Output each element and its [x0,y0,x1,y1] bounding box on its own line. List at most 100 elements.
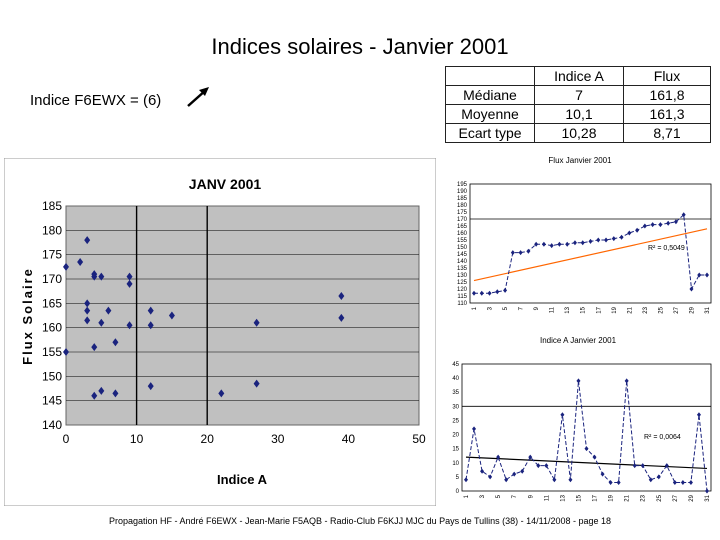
indice-a-point [464,477,468,483]
indice-a-xtick-label: 9 [528,494,534,498]
flux-ytick-label: 150 [457,245,468,251]
flux-trendline [473,228,708,282]
flux-point [681,212,686,218]
flux-xtick-label: 31 [705,306,711,313]
scatter-point [112,338,119,347]
flux-point [557,241,562,247]
indice-a-point [512,471,517,477]
indice-a-point [544,463,549,469]
flux-r2-label: R² = 0,5049 [648,245,685,252]
scatter-title: JANV 2001 [189,176,262,192]
flux-ytick-label: 165 [457,224,468,230]
flux-xtick-label: 1 [472,306,478,310]
indice-a-xtick-label: 15 [576,494,582,501]
indice-a-point [504,477,509,483]
f6ewx-index-label: Indice F6EWX = (6) [30,92,162,109]
indice-a-chart: Indice A Janvier 2001 051015202530354045… [452,336,712,502]
scatter-point [91,272,98,281]
flux-ytick-label: 175 [457,210,468,216]
flux-xtick-label: 11 [550,306,556,313]
scatter-plot-area [65,205,420,426]
stats-cell: 10,1 [534,104,624,124]
scatter-xtick-label: 10 [130,432,144,446]
flux-xtick-label: 3 [488,306,494,310]
flux-point [510,250,515,256]
scatter-ytick-label: 145 [42,394,62,408]
indice-a-point [656,474,661,480]
stats-cell: Ecart type [445,123,535,143]
scatter-point [98,318,105,327]
indice-a-plot-area [461,363,712,492]
scatter-point [84,236,91,245]
scatter-point [84,316,91,325]
indice-a-ytick-label: 15 [452,447,459,453]
flux-point [487,290,492,296]
flux-point [479,290,484,296]
flux-point [596,237,601,243]
flux-point [534,241,539,247]
flux-point [588,238,593,244]
page-title: Indices solaires - Janvier 2001 [211,34,509,59]
indice-a-point [672,480,677,486]
scatter-ytick-label: 140 [42,418,62,432]
flux-ytick-label: 130 [457,273,468,279]
stats-cell: 8,71 [623,123,711,143]
indice-a-xtick-label: 29 [689,494,695,501]
scatter-xtick-label: 20 [201,432,215,446]
indice-a-point [552,477,557,483]
scatter-point [98,272,105,281]
indice-a-point [624,378,629,384]
flux-ytick-label: 115 [457,294,467,300]
scatter-point [253,379,260,388]
flux-ytick-label: 155 [457,238,468,244]
indice-a-point [600,471,605,477]
flux-xtick-label: 13 [565,306,571,313]
scatter-ytick-label: 160 [42,321,62,335]
flux-xtick-label: 27 [674,306,680,313]
scatter-ytick-label: 175 [42,248,62,262]
indice-a-xtick-label: 21 [625,494,631,501]
scatter-point [63,348,69,356]
stats-row: Ecart type 10,28 8,71 [445,123,711,143]
indice-a-point [480,468,485,474]
indice-a-xtick-label: 5 [496,494,502,498]
indice-a-point [616,480,621,486]
indice-a-point [664,463,669,469]
scatter-ytick-label: 170 [42,272,62,286]
flux-ytick-label: 110 [457,301,467,307]
scatter-point [91,391,98,400]
flux-ytick-label: 140 [457,259,468,265]
flux-ytick-label: 135 [457,266,468,272]
scatter-ytick-label: 165 [42,296,62,310]
indice-a-ytick-label: 25 [452,418,459,424]
flux-ytick-label: 190 [457,189,468,195]
scatter-xtick-label: 0 [63,432,70,446]
indice-a-ytick-label: 35 [452,390,459,396]
flux-xtick-label: 23 [643,306,649,313]
scatter-point [77,257,84,266]
indice-a-xtick-label: 11 [544,494,550,501]
flux-point [650,222,655,228]
flux-point [619,234,624,240]
flux-point [635,227,640,233]
stats-header-row: Indice A Flux [445,66,711,86]
footer-credits: Propagation HF - André F6EWX - Jean-Mari… [108,516,612,526]
indice-a-point [472,426,477,432]
scatter-ytick-label: 185 [42,199,62,213]
flux-point [565,241,570,247]
flux-point [673,219,678,225]
scatter-chart: JANV 2001 140 145 150 155 160 165 170 175 180 185… [4,158,436,506]
flux-point [627,230,632,236]
indice-a-point [696,412,701,418]
flux-xtick-label: 29 [689,306,695,313]
indice-a-xtick-label: 27 [673,494,679,501]
flux-xtick-label: 15 [581,306,587,313]
arrow-icon [187,87,209,107]
flux-ytick-label: 160 [457,231,468,237]
flux-ytick-label: 180 [457,203,468,209]
scatter-point [338,313,345,322]
flux-xtick-label: 17 [596,306,602,313]
flux-point [611,236,616,242]
scatter-point [338,292,345,301]
flux-point [705,272,709,278]
